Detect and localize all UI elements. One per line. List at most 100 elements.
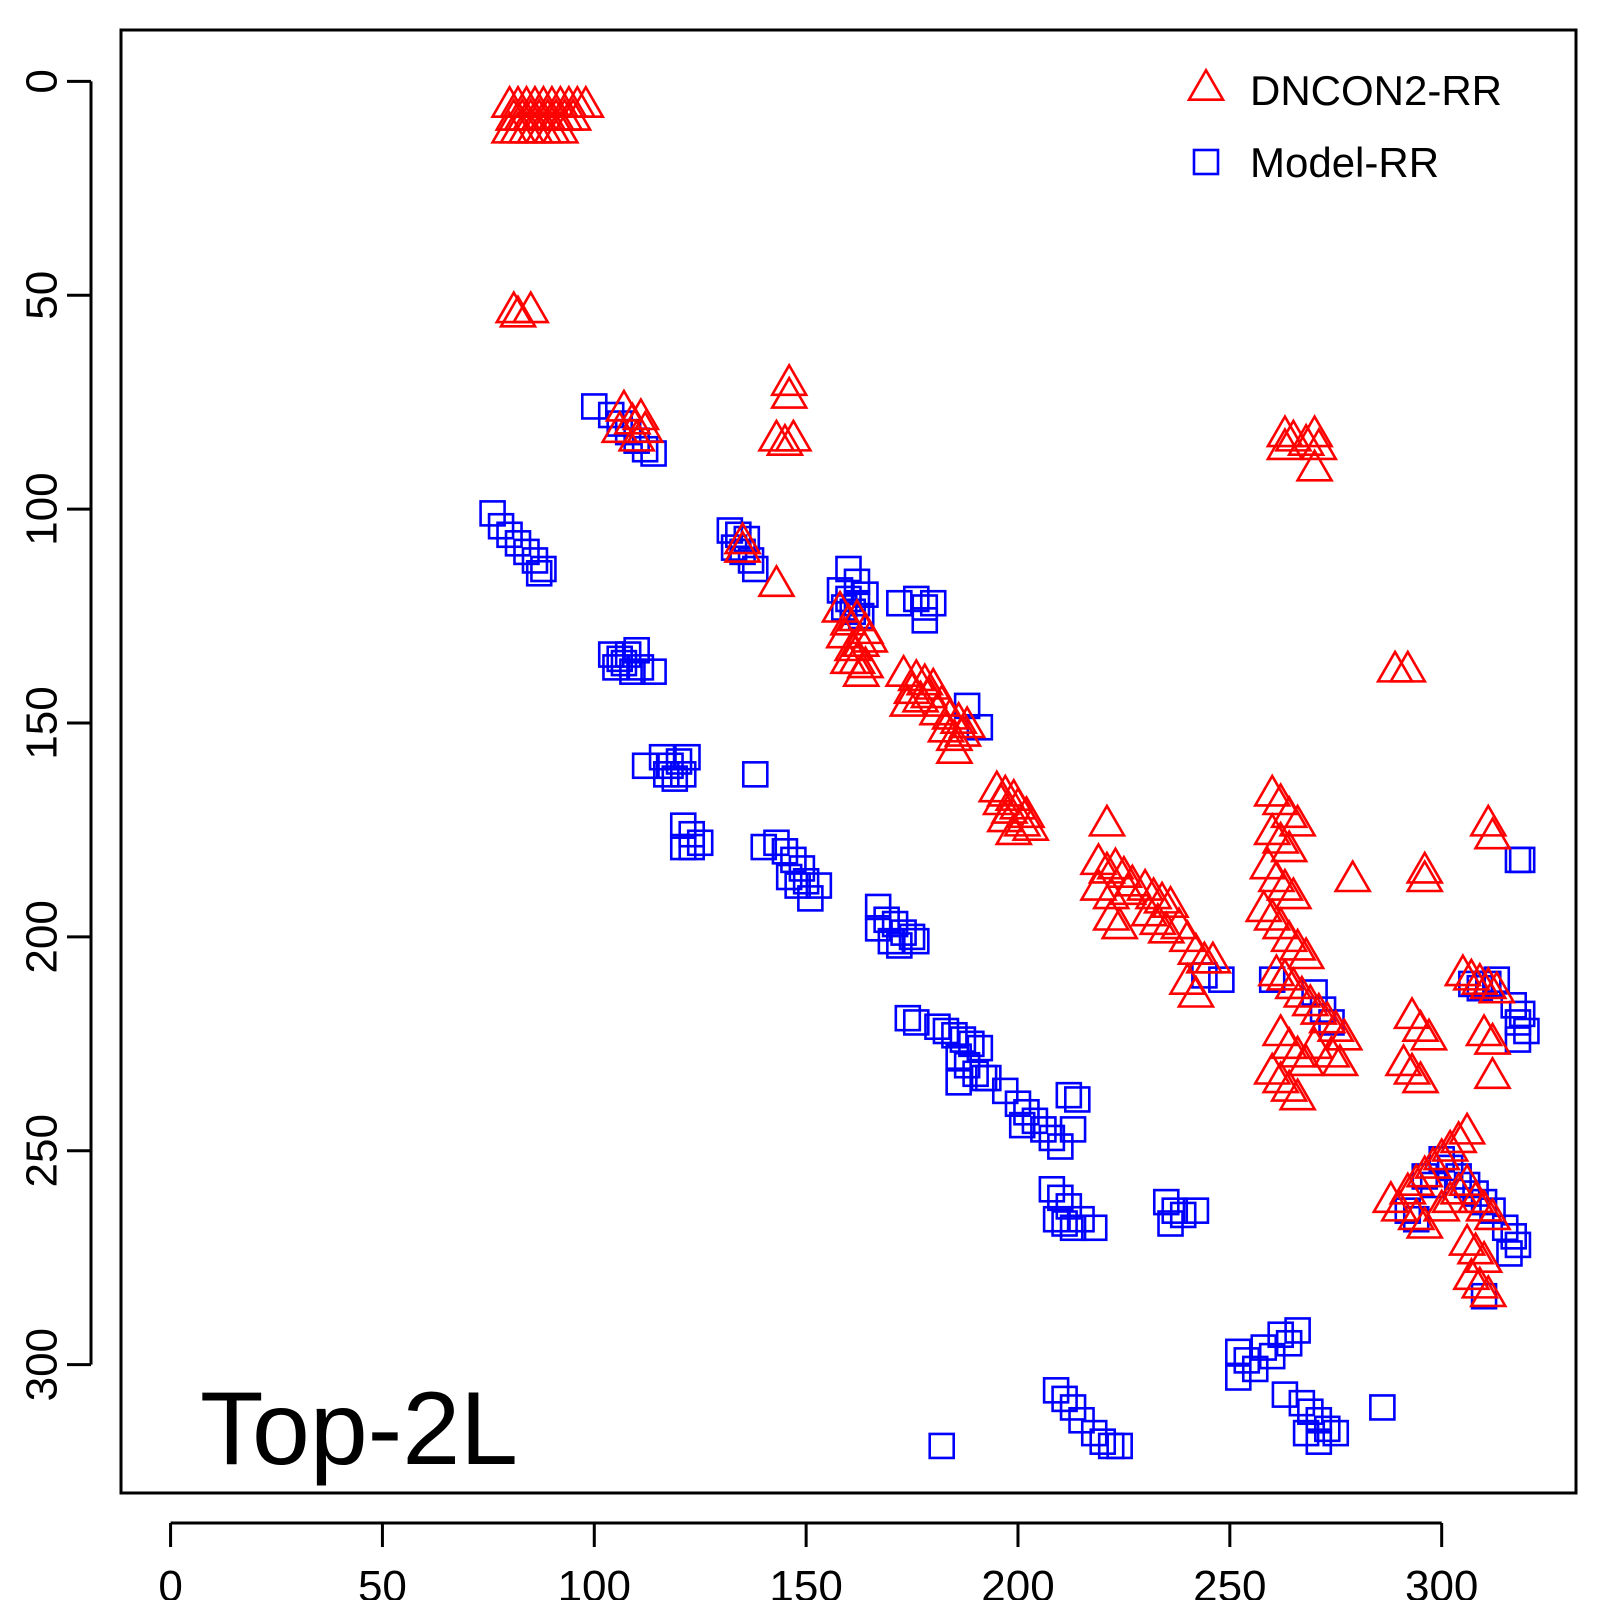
data-point-square [1051,1385,1078,1413]
data-point-triangle [1384,1042,1423,1077]
data-point-triangle [1274,418,1313,452]
y-tick-label: 150 [18,686,67,759]
legend-marker-triangle [1186,67,1226,102]
data-point-triangle [769,362,809,397]
data-point-triangle [1278,927,1317,961]
data-point-square [686,829,714,857]
data-point-triangle [1295,448,1334,482]
data-point-square [602,654,629,681]
data-point-triangle [981,781,1021,816]
data-point-triangle [1257,953,1296,987]
data-point-triangle [1261,820,1300,854]
x-tick-label: 250 [1193,1562,1266,1600]
data-point-triangle [1456,1179,1495,1214]
data-point-triangle [1405,1205,1444,1239]
data-point-square [669,761,697,788]
data-point-square [1059,1116,1087,1143]
data-point-triangle [1392,1051,1432,1085]
data-point-triangle [1269,918,1309,953]
data-point-triangle [757,563,796,598]
data-point-square [661,765,689,792]
data-point-triangle [1291,983,1330,1017]
data-point-square [487,512,515,540]
data-point-square [1258,966,1286,993]
data-point-triangle [1286,1042,1326,1077]
data-point-square [1047,1184,1074,1212]
data-point-triangle [723,521,762,555]
data-point-triangle [1269,1068,1309,1102]
data-point-square [653,761,680,788]
data-point-triangle [1447,1111,1487,1145]
data-point-triangle [1405,858,1444,893]
data-point-square [771,838,799,865]
data-point-triangle [1452,957,1491,991]
data-point-triangle [1473,1055,1512,1090]
data-point-square [1059,1214,1087,1242]
y-tick-label: 250 [18,1114,67,1187]
data-point-triangle [1371,1179,1411,1214]
plot-frame [119,28,1578,1495]
data-point-square [504,530,532,557]
data-point-triangle [1269,829,1309,863]
data-point-square [1504,1026,1532,1053]
data-point-square [924,1013,951,1041]
data-point-triangle [1422,1137,1461,1171]
data-point-triangle [1147,910,1186,944]
data-point-triangle [1278,803,1317,837]
data-point-triangle [625,409,665,444]
data-point-triangle [935,717,974,752]
data-point-square [1225,1338,1252,1366]
data-point-triangle [901,679,940,713]
data-point-square [1271,1381,1299,1408]
data-point-square [1500,992,1528,1019]
data-point-square [619,658,646,685]
data-point-square [894,1004,922,1032]
data-point-square [610,649,638,677]
data-point-triangle [1091,876,1131,910]
data-point-triangle [617,418,656,452]
data-point-square [1080,1214,1108,1242]
data-point-triangle [1430,1128,1470,1162]
data-point-triangle [1409,1017,1449,1051]
data-point-triangle [1460,1265,1500,1299]
data-point-triangle [1274,965,1313,1000]
data-point-square [1504,1009,1532,1036]
data-point-square [902,585,930,613]
data-point-square [1030,1116,1057,1143]
series-dncon2-rr [490,84,1517,1308]
data-point-triangle [1252,897,1292,931]
data-point-triangle [1125,867,1165,901]
data-point-triangle [1176,931,1216,966]
y-tick-label: 200 [18,900,67,973]
data-point-triangle [498,294,538,328]
data-point-square [1267,1321,1294,1349]
data-point-triangle [723,529,762,563]
data-point-triangle [566,84,606,119]
data-point-triangle [1324,1017,1364,1051]
data-point-triangle [541,110,580,144]
data-point-triangle [1295,414,1334,448]
data-point-square [1004,1090,1032,1118]
data-point-square [1297,1398,1324,1426]
data-point-square [919,589,947,617]
data-point-triangle [1456,1231,1495,1265]
data-point-square [741,761,769,788]
data-point-triangle [1252,811,1292,846]
data-point-triangle [1278,1077,1317,1111]
data-point-triangle [1295,1025,1334,1060]
panel-annotation: Top-2L [200,1371,518,1487]
data-point-square [631,752,659,780]
data-point-square [1106,1432,1133,1460]
data-point-triangle [935,730,974,764]
data-point-triangle [1286,422,1326,456]
data-point-square [669,812,697,839]
data-point-triangle [511,290,550,324]
data-point-square [530,555,557,583]
data-point-square [1369,1394,1396,1421]
data-point-square [1042,1205,1070,1233]
data-point-triangle [1265,414,1305,448]
data-point-triangle [1269,1025,1309,1060]
data-point-square [941,1021,968,1049]
data-point-triangle [600,409,639,444]
data-point-square [1500,1223,1528,1250]
